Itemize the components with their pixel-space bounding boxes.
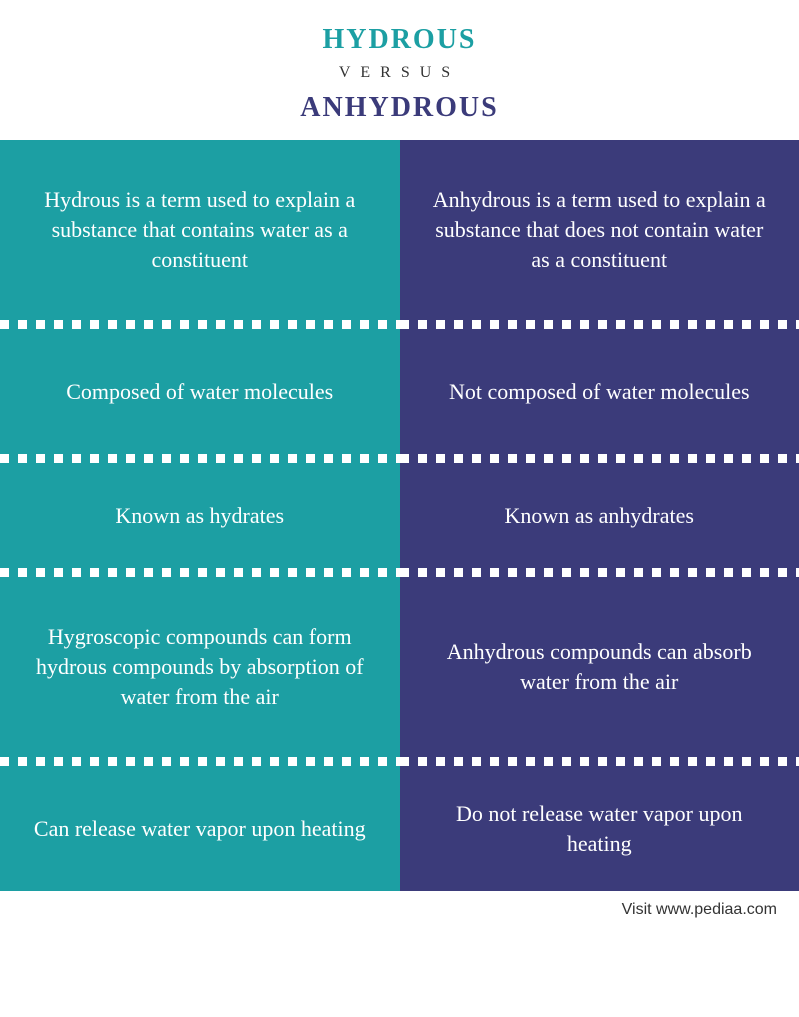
left-column: Hydrous is a term used to explain a subs… xyxy=(0,140,400,891)
title-anhydrous: ANHYDROUS xyxy=(0,92,799,124)
comparison-columns: Hydrous is a term used to explain a subs… xyxy=(0,140,799,891)
right-divider-1 xyxy=(400,454,799,463)
right-cell-0: Anhydrous is a term used to explain a su… xyxy=(400,140,799,320)
footer: Visit www.pediaa.com xyxy=(0,891,799,929)
title-hydrous: HYDROUS xyxy=(0,24,799,56)
title-versus: VERSUS xyxy=(0,64,799,82)
left-divider-1 xyxy=(0,454,400,463)
left-cell-0: Hydrous is a term used to explain a subs… xyxy=(0,140,400,320)
left-divider-3 xyxy=(0,757,400,766)
right-divider-3 xyxy=(400,757,799,766)
right-cell-3: Anhydrous compounds can absorb water fro… xyxy=(400,577,799,757)
right-divider-2 xyxy=(400,568,799,577)
left-cell-4: Can release water vapor upon heating xyxy=(0,766,400,891)
right-cell-4: Do not release water vapor upon heating xyxy=(400,766,799,891)
left-cell-3: Hygroscopic compounds can form hydrous c… xyxy=(0,577,400,757)
right-cell-2: Known as anhydrates xyxy=(400,463,799,568)
left-divider-0 xyxy=(0,320,400,329)
left-divider-2 xyxy=(0,568,400,577)
left-cell-1: Composed of water molecules xyxy=(0,329,400,454)
left-cell-2: Known as hydrates xyxy=(0,463,400,568)
header: HYDROUS VERSUS ANHYDROUS xyxy=(0,0,799,140)
right-cell-1: Not composed of water molecules xyxy=(400,329,799,454)
right-divider-0 xyxy=(400,320,799,329)
right-column: Anhydrous is a term used to explain a su… xyxy=(400,140,799,891)
